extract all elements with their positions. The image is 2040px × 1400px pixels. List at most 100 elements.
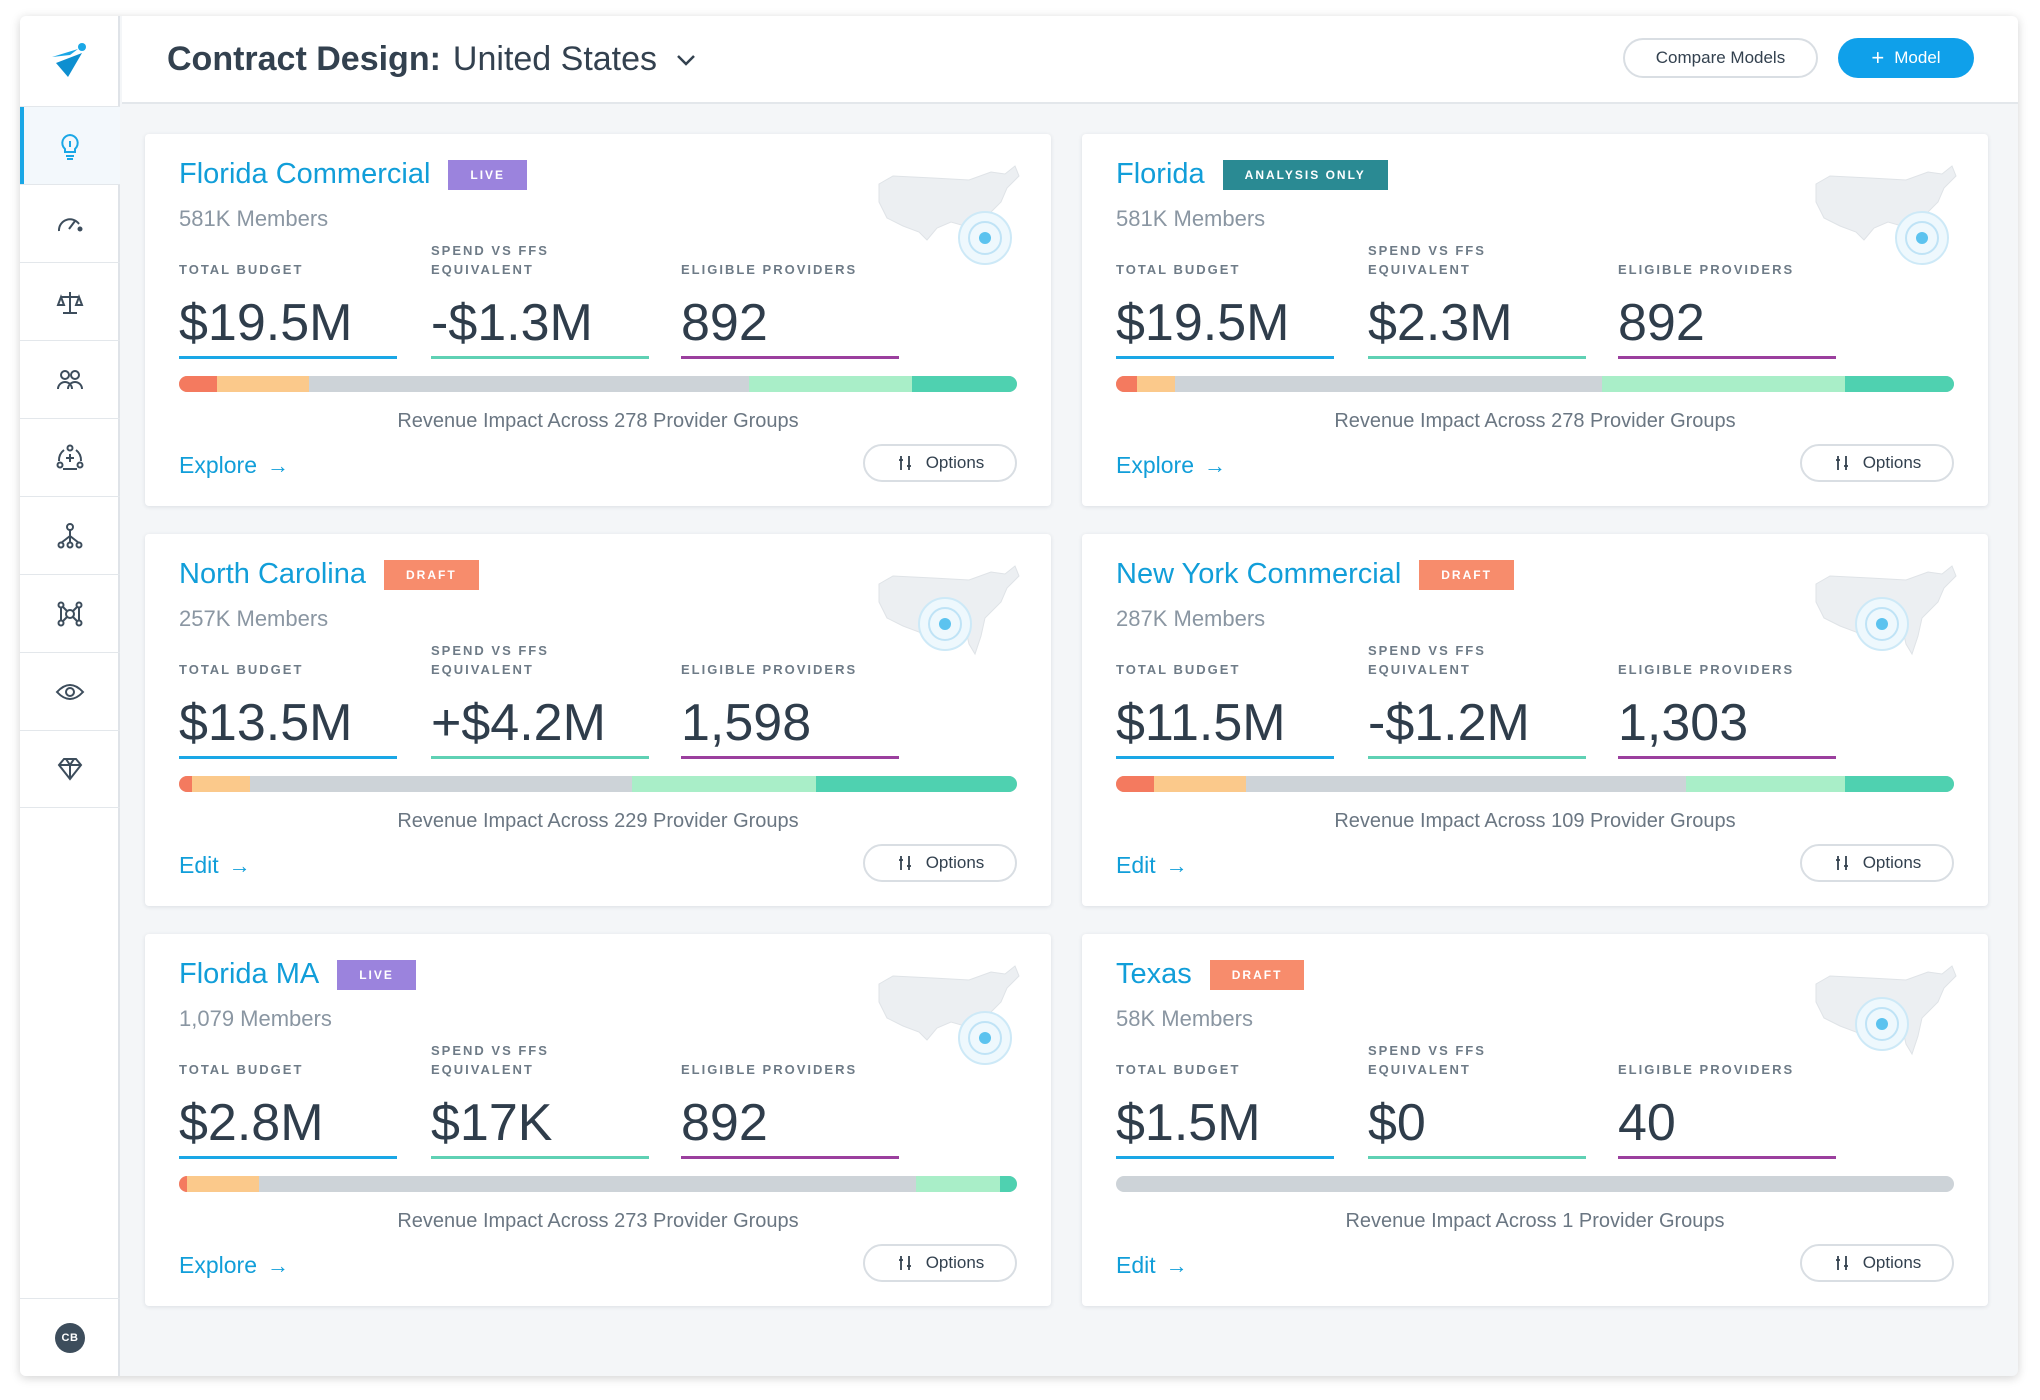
model-card-florida-ma[interactable]: Florida MA LIVE 1,079 Members TOTAL BUDG… (145, 934, 1051, 1306)
eligible-providers-value: 892 (681, 1094, 768, 1152)
sidebar-item-visibility[interactable] (20, 652, 120, 730)
logo[interactable] (20, 16, 120, 106)
card-action-link[interactable]: Edit → (179, 852, 251, 879)
total-budget-metric: TOTAL BUDGET $1.5M (1116, 1046, 1334, 1159)
card-header: North Carolina DRAFT (179, 558, 479, 591)
options-button[interactable]: Options (863, 844, 1017, 882)
total-budget-label: TOTAL BUDGET (179, 262, 304, 278)
eligible-providers-underline (1618, 756, 1836, 759)
model-name[interactable]: Texas (1116, 958, 1192, 990)
impact-bar-segment (250, 776, 632, 792)
options-button[interactable]: Options (863, 444, 1017, 482)
eligible-providers-underline (1618, 1156, 1836, 1159)
card-header: Florida Commercial LIVE (179, 158, 528, 191)
impact-bar-segment (216, 376, 309, 392)
sidebar-item-performance[interactable] (20, 184, 120, 262)
revenue-impact-bar[interactable] (179, 1176, 1017, 1192)
lightbulb-icon (61, 133, 79, 160)
spend-metric: SPEND VS FFS EQUIVALENT -$1.3M (431, 243, 649, 359)
impact-bar-segment (308, 376, 749, 392)
impact-bar-segment (187, 1176, 259, 1192)
model-name[interactable]: Florida (1116, 158, 1205, 190)
total-budget-metric: TOTAL BUDGET $2.8M (179, 1046, 397, 1159)
revenue-impact-bar[interactable] (179, 376, 1017, 392)
avatar[interactable]: CB (55, 1322, 85, 1353)
sidebar-item-premium[interactable] (20, 730, 120, 808)
impact-bar-segment (1245, 776, 1686, 792)
card-action-link[interactable]: Edit → (1116, 852, 1188, 879)
model-card-north-carolina[interactable]: North Carolina DRAFT 257K Members TOTAL … (145, 534, 1051, 906)
card-action-link[interactable]: Explore → (179, 452, 289, 479)
model-name[interactable]: New York Commercial (1116, 558, 1402, 590)
compare-models-button[interactable]: Compare Models (1623, 38, 1818, 78)
sidebar-item-balance[interactable] (20, 262, 120, 340)
sidebar-footer: CB (20, 1298, 120, 1376)
sidebar-item-network[interactable] (20, 418, 120, 496)
card-header: Florida ANALYSIS ONLY (1116, 158, 1388, 191)
revenue-impact-caption: Revenue Impact Across 229 Provider Group… (397, 810, 799, 832)
revenue-impact-bar[interactable] (179, 776, 1017, 792)
sidebar-item-members[interactable] (20, 340, 120, 418)
impact-bar-segment (1602, 376, 1846, 392)
total-budget-value: $1.5M (1116, 1094, 1261, 1152)
total-budget-label: TOTAL BUDGET (1116, 1062, 1241, 1078)
model-card-new-york-commercial[interactable]: New York Commercial DRAFT 287K Members T… (1082, 534, 1988, 906)
options-button[interactable]: Options (863, 1244, 1017, 1282)
member-count: 58K Members (1116, 1006, 1253, 1031)
location-selector-label[interactable]: United States (452, 40, 658, 78)
total-budget-value: $13.5M (179, 694, 353, 752)
eligible-providers-metric: ELIGIBLE PROVIDERS 892 (681, 1046, 899, 1159)
total-budget-underline (179, 756, 397, 759)
card-action-label: Explore (1116, 452, 1194, 478)
card-action-link[interactable]: Explore → (179, 1252, 289, 1279)
spend-metric: SPEND VS FFS EQUIVALENT $0 (1368, 1043, 1586, 1159)
spend-label: SPEND VS FFS EQUIVALENT (1368, 243, 1486, 278)
model-card-florida[interactable]: Florida ANALYSIS ONLY 581K Members TOTAL… (1082, 134, 1988, 506)
member-count: 581K Members (179, 206, 329, 231)
spend-value: $2.3M (1368, 294, 1513, 352)
sidebar-item-insights[interactable] (20, 106, 120, 184)
impact-bar-segment (1153, 776, 1246, 792)
revenue-impact-caption: Revenue Impact Across 109 Provider Group… (1334, 810, 1736, 832)
chevron-down-icon[interactable] (673, 47, 699, 73)
revenue-impact-caption: Revenue Impact Across 278 Provider Group… (397, 410, 799, 432)
spend-value: $17K (431, 1094, 553, 1152)
model-card-florida-commercial[interactable]: Florida Commercial LIVE 581K Members TOT… (145, 134, 1051, 506)
options-label: Options (1862, 853, 1922, 872)
eligible-providers-label: ELIGIBLE PROVIDERS (681, 662, 858, 678)
arrow-right-icon: → (266, 1252, 289, 1278)
options-button[interactable]: Options (1800, 444, 1954, 482)
status-badge: DRAFT (1209, 959, 1305, 990)
model-name[interactable]: North Carolina (179, 558, 366, 590)
total-budget-value: $19.5M (1116, 294, 1290, 352)
spend-underline (431, 356, 649, 359)
total-budget-label: TOTAL BUDGET (179, 662, 304, 678)
total-budget-underline (1116, 756, 1334, 759)
options-button[interactable]: Options (1800, 844, 1954, 882)
card-action-link[interactable]: Edit → (1116, 1252, 1188, 1279)
revenue-impact-bar[interactable] (1116, 376, 1954, 392)
add-model-button[interactable]: + Model (1838, 38, 1974, 78)
model-card-texas[interactable]: Texas DRAFT 58K Members TOTAL BUDGET $1.… (1082, 934, 1988, 1306)
options-button[interactable]: Options (1800, 1244, 1954, 1282)
eligible-providers-value: 40 (1618, 1094, 1676, 1152)
revenue-impact-bar[interactable] (1116, 776, 1954, 792)
status-badge: DRAFT (383, 559, 479, 590)
arrow-right-icon: → (1203, 452, 1226, 478)
card-action-label: Edit (1116, 852, 1156, 878)
total-budget-metric: TOTAL BUDGET $19.5M (1116, 246, 1334, 359)
model-name[interactable]: Florida MA (179, 958, 320, 990)
revenue-impact-bar[interactable] (1116, 1176, 1954, 1192)
sidebar-item-nodes[interactable] (20, 574, 120, 652)
page-title-prefix: Contract Design: (167, 40, 441, 78)
sliders-icon (898, 856, 911, 870)
model-name[interactable]: Florida Commercial (179, 158, 431, 190)
page-title[interactable]: Contract Design: United States (167, 40, 699, 79)
total-budget-value: $19.5M (179, 294, 353, 352)
sidebar-item-hierarchy[interactable] (20, 496, 120, 574)
spend-underline (1368, 756, 1586, 759)
network-plus-icon (56, 444, 84, 470)
status-badge: DRAFT (1419, 559, 1514, 590)
card-action-link[interactable]: Explore → (1116, 452, 1226, 479)
us-map-icon (878, 565, 1020, 656)
